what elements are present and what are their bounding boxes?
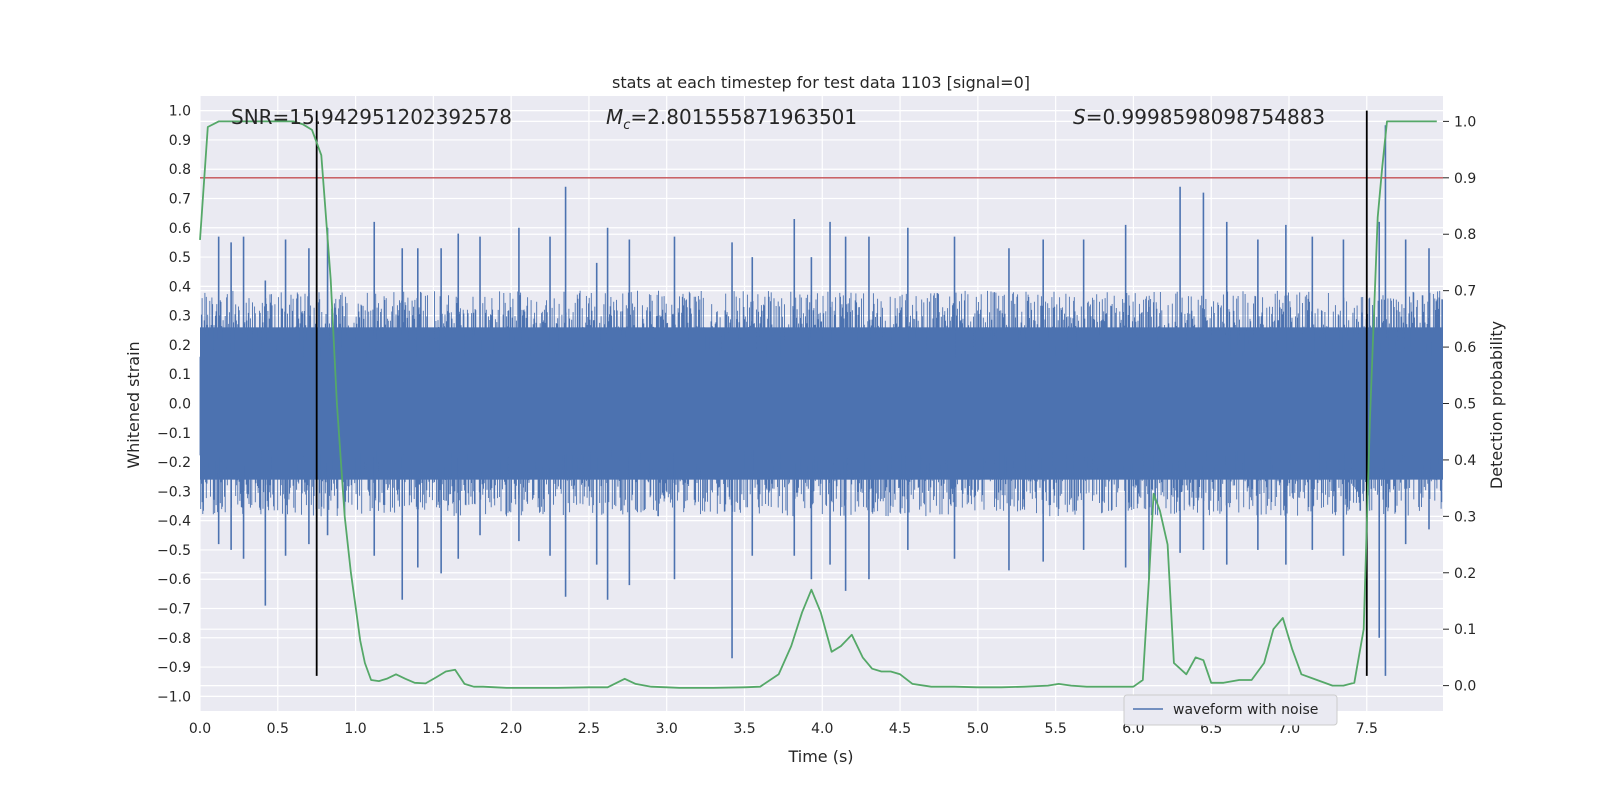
y2-tick-label: 0.9: [1454, 171, 1476, 187]
y2-tick-label: 0.3: [1454, 509, 1476, 525]
x-tick-label: 2.5: [578, 721, 600, 737]
y-tick-label: −0.9: [157, 660, 191, 676]
chirp-mass-annotation: Mc=2.801555871963501: [606, 105, 857, 133]
y-tick-label: 0.3: [169, 309, 191, 325]
y2-tick-label: 0.0: [1454, 679, 1476, 695]
reference-lines: [200, 110, 1443, 676]
y-tick-label: 1.0: [169, 104, 191, 120]
x-tick-label: 5.0: [967, 721, 989, 737]
legend-label-waveform: waveform with noise: [1173, 702, 1318, 718]
legend-box: [1123, 694, 1338, 726]
x-tick-label: 3.0: [656, 721, 678, 737]
y-tick-label: 0.7: [169, 192, 191, 208]
y-tick-label: −0.5: [157, 543, 191, 559]
x-tick-label: 0.0: [189, 721, 211, 737]
detection-probability-line: [199, 120, 1437, 689]
y-axis-label: Whitened strain: [124, 341, 143, 468]
y-tick-label: 0.6: [169, 221, 191, 237]
y-tick-label: 0.0: [169, 397, 191, 413]
x-tick-label: 4.5: [889, 721, 911, 737]
y-tick-label: −0.6: [157, 572, 191, 588]
y-tick-label: −0.1: [157, 426, 191, 442]
y-tick-label: 0.4: [169, 279, 191, 295]
x-tick-label: 1.5: [422, 721, 444, 737]
y-tick-label: 0.2: [169, 338, 191, 354]
x-tick-label: 3.5: [733, 721, 755, 737]
y-tick-label: −0.7: [157, 602, 191, 618]
x-tick-label: 2.0: [500, 721, 522, 737]
y2-axis-label: Detection probability: [1487, 321, 1506, 489]
y2-tick-label: 0.6: [1454, 340, 1476, 356]
series-waveform-with-noise: [199, 125, 1443, 676]
legend: waveform with noise: [1123, 694, 1338, 726]
y-tick-label: −0.8: [157, 631, 191, 647]
y-tick-label: 0.5: [169, 250, 191, 266]
x-tick-label: 5.5: [1044, 721, 1066, 737]
y2-tick-label: 0.5: [1454, 397, 1476, 413]
y-tick-label: −0.3: [157, 484, 191, 500]
y2-tick-label: 0.7: [1454, 284, 1476, 300]
y-tick-label: 0.9: [169, 133, 191, 149]
x-tick-label: 0.5: [267, 721, 289, 737]
y-tick-label: 0.1: [169, 367, 191, 383]
chart-title: stats at each timestep for test data 110…: [612, 73, 1030, 92]
y2-tick-label: 1.0: [1454, 114, 1476, 130]
series-detection-probability: [199, 120, 1437, 689]
detection-statistic-annotation: S=0.9998598098754883: [1073, 105, 1325, 129]
y-tick-label: 0.8: [169, 162, 191, 178]
y2-tick-label: 0.1: [1454, 622, 1476, 638]
x-tick-label: 1.0: [344, 721, 366, 737]
x-tick-label: 4.0: [811, 721, 833, 737]
x-tick-label: 7.5: [1356, 721, 1378, 737]
y2-tick-label: 0.8: [1454, 227, 1476, 243]
y-axis-left-ticks: 1.0 0.9 0.8 0.7 0.6 0.5 0.4 0.3 0.2 0.1 0.0 −0.1 −0.…: [157, 104, 191, 706]
y-axis-right-ticks: 1.0 0.9 0.8 0.7 0.6 0.5 0.4 0.3 0.2 0.1 0.0: [1443, 114, 1476, 695]
y-tick-label: −0.2: [157, 455, 191, 471]
x-axis-label: Time (s): [787, 747, 853, 766]
y-tick-label: −0.4: [157, 514, 191, 530]
y-tick-label: −1.0: [157, 689, 191, 705]
y2-tick-label: 0.2: [1454, 566, 1476, 582]
y2-tick-label: 0.4: [1454, 453, 1476, 469]
snr-annotation: SNR=15.942951202392578: [231, 105, 512, 129]
